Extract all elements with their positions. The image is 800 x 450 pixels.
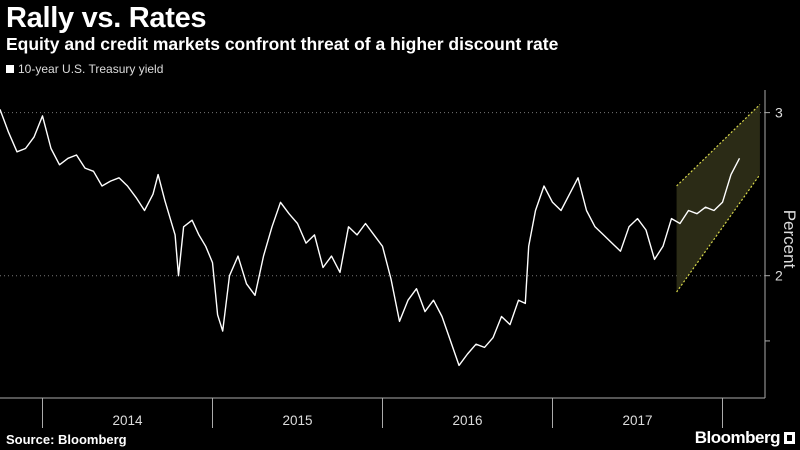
trend-channel-fill	[676, 104, 760, 292]
legend-label: 10-year U.S. Treasury yield	[18, 62, 164, 76]
x-tick-label-2014: 2014	[112, 413, 143, 428]
x-tick-label-2015: 2015	[282, 413, 312, 428]
x-tick-label-2016: 2016	[452, 413, 482, 428]
chart-title: Rally vs. Rates	[6, 2, 207, 34]
source-note: Source: Bloomberg	[6, 432, 127, 447]
x-tick-label-2017: 2017	[622, 413, 652, 428]
bloomberg-icon	[784, 432, 795, 444]
brand-logo: Bloomberg	[694, 428, 781, 447]
legend: 10-year U.S. Treasury yield	[6, 62, 163, 76]
legend-swatch	[6, 65, 14, 73]
trend-channel-upper	[676, 104, 761, 187]
chart-subtitle: Equity and credit markets confront threa…	[6, 34, 559, 54]
y-tick-label-3: 3	[775, 105, 783, 121]
series-line-0	[0, 109, 741, 367]
y-axis-label: Percent	[780, 210, 799, 269]
y-tick-label-2: 2	[775, 268, 783, 284]
